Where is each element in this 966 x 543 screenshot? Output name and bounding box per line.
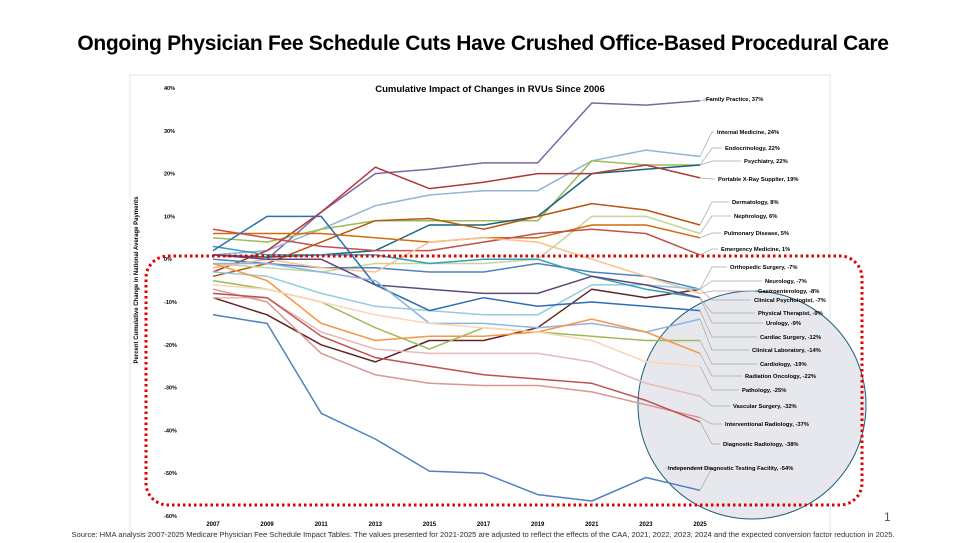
y-tick-label: -50%: [164, 471, 177, 477]
leader-line: [699, 177, 715, 180]
y-tick-label: 20%: [164, 172, 175, 178]
series-line-neurology: [212, 288, 701, 363]
leader-line: [699, 147, 722, 166]
series-line-dermatology: [212, 202, 701, 278]
y-axis-label: Percent Cumulative Change in National Av…: [134, 196, 140, 364]
series-label-cardiology: Cardiology, -19%: [760, 362, 807, 368]
leader-line: [699, 297, 755, 314]
x-tick-label: 2015: [423, 522, 437, 528]
series-label-independent-diagnostic-testing-facility: Independent Diagnostic Testing Facility,…: [668, 466, 793, 472]
leader-line: [699, 297, 763, 324]
series-line-independent-diagnostic-testing-facility: [212, 314, 701, 502]
y-tick-label: -40%: [164, 428, 177, 434]
y-tick-label: -30%: [164, 386, 177, 392]
series-label-pathology: Pathology, -25%: [742, 388, 786, 394]
series-label-nephrology: Nephrology, 6%: [734, 214, 777, 220]
leader-line: [699, 318, 749, 351]
series-label-clinical-psychologist: Clinical Psychologist, -7%: [754, 298, 826, 304]
series-label-vascular-surgery: Vascular Surgery, -32%: [733, 404, 797, 410]
series-line-portable-x-ray-supplier: [212, 164, 701, 273]
leader-line: [699, 248, 718, 256]
leader-line: [699, 340, 757, 365]
series-label-psychiatry: Psychiatry, 22%: [744, 159, 788, 165]
series-label-portable-x-ray-supplier: Portable X-Ray Supplier, 19%: [718, 177, 799, 183]
leader-line: [699, 201, 729, 226]
x-tick-label: 2021: [585, 522, 599, 528]
leader-line: [699, 98, 713, 102]
series-line-vascular-surgery: [213, 296, 701, 397]
x-tick-label: 2023: [639, 522, 653, 528]
y-tick-label: 40%: [164, 86, 175, 92]
leader-line: [699, 232, 721, 239]
series-label-dermatology: Dermatology, 8%: [732, 200, 779, 206]
series-label-clinical-laboratory: Clinical Laboratory, -14%: [752, 348, 821, 354]
chart-title: Cumulative Impact of Changes in RVUs Sin…: [375, 84, 604, 95]
series-line-gastroenterology: [212, 237, 701, 295]
series-label-family-practice: Family Practice, 37%: [706, 97, 763, 103]
series-line-clinical-laboratory: [213, 262, 701, 333]
series-line-pathology: [212, 284, 701, 367]
y-tick-label: -60%: [164, 514, 177, 520]
y-tick-label: -10%: [164, 300, 177, 306]
leader-line: [699, 280, 762, 290]
y-tick-label: 0%: [164, 257, 172, 263]
series-label-radiation-oncology: Radiation Oncology, -22%: [745, 374, 816, 380]
series-label-gastroenterology: Gastroenterology, -8%: [758, 289, 819, 295]
x-tick-label: 2017: [477, 522, 491, 528]
series-line-cardiac-surgery: [212, 215, 701, 312]
leader-line: [699, 417, 722, 425]
series-label-pulmonary-disease: Pulmonary Disease, 5%: [724, 231, 789, 237]
series-line-orthopedic-surgery: [212, 258, 701, 290]
series-line-interventional-radiology: [212, 288, 701, 419]
series-label-urology: Urology, -9%: [766, 321, 801, 327]
highlight-dotted-box: [144, 254, 864, 507]
x-tick-label: 2007: [206, 522, 220, 528]
leader-line: [699, 215, 731, 234]
y-tick-label: 30%: [164, 129, 175, 135]
series-label-cardiac-surgery: Cardiac Surgery, -12%: [760, 335, 821, 341]
series-line-nephrology: [212, 215, 701, 273]
y-tick-label: 10%: [164, 214, 175, 220]
x-tick-label: 2019: [531, 522, 545, 528]
leader-line: [699, 266, 727, 290]
slide-title: Ongoing Physician Fee Schedule Cuts Have…: [77, 32, 889, 55]
leader-line: [699, 366, 739, 391]
y-tick-label: -20%: [164, 343, 177, 349]
series-label-emergency-medicine: Emergency Medicine, 1%: [721, 247, 790, 253]
leader-line: [699, 421, 720, 445]
series-label-neurology: Neurology, -7%: [765, 279, 807, 285]
page-number: 1: [884, 510, 891, 524]
leader-line: [699, 353, 742, 377]
series-line-clinical-psychologist: [212, 271, 701, 316]
series-label-endocrinology: Endocrinology, 22%: [725, 146, 780, 152]
series-line-urology: [212, 254, 701, 299]
series-line-emergency-medicine: [212, 228, 701, 256]
x-tick-label: 2009: [260, 522, 274, 528]
series-line-internal-medicine: [212, 149, 701, 256]
x-tick-label: 2025: [693, 522, 707, 528]
series-line-psychiatry: [212, 164, 701, 258]
leader-line: [699, 310, 757, 338]
source-note: Source: HMA analysis 2007-2025 Medicare …: [71, 530, 895, 539]
series-line-radiation-oncology: [212, 262, 701, 355]
series-label-diagnostic-radiology: Diagnostic Radiology, -38%: [723, 442, 799, 448]
series-label-internal-medicine: Internal Medicine, 24%: [717, 130, 779, 136]
series-label-orthopedic-surgery: Orthopedic Surgery, -7%: [730, 265, 798, 271]
leader-line: [699, 288, 751, 301]
leader-line: [699, 160, 741, 166]
leader-line: [699, 131, 714, 157]
series-line-diagnostic-radiology: [212, 292, 701, 423]
series-label-physical-therapist: Physical Therapist, -9%: [758, 311, 823, 317]
series-line-physical-therapist: [212, 245, 701, 299]
series-label-interventional-radiology: Interventional Radiology, -37%: [725, 422, 809, 428]
x-tick-label: 2011: [315, 522, 329, 528]
leader-line: [665, 467, 713, 491]
leader-line: [699, 395, 730, 407]
x-tick-label: 2013: [369, 522, 383, 528]
series-line-endocrinology: [212, 160, 700, 243]
